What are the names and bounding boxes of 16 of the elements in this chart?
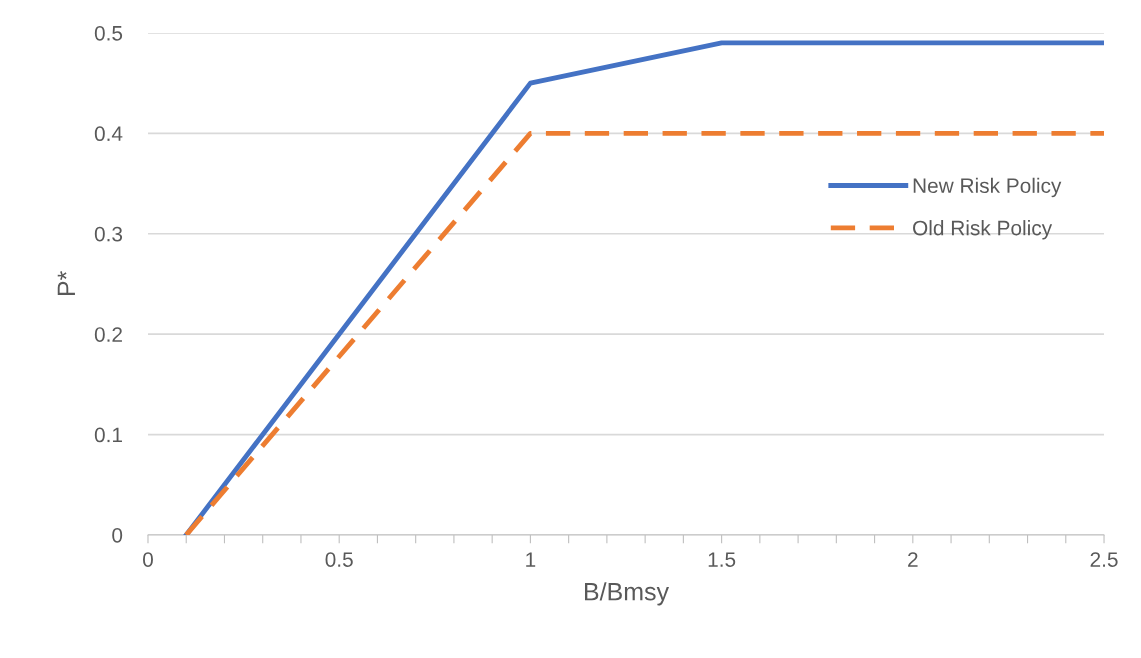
x-tick-label: 1 [526,552,536,567]
y-tick-label: 0.5 [94,25,123,41]
x-tick-label: 1.5 [708,552,736,567]
legend-label: New Risk Policy [913,177,1062,198]
y-tick-label: 0.1 [94,427,122,443]
y-tick-label: 0.3 [94,226,123,242]
x-tick-label: 0.5 [325,552,353,567]
y-tick-label: 0 [112,527,123,543]
y-tick-label: 0.4 [94,126,123,142]
legend-label: Old Risk Policy [913,220,1053,240]
y-axis-title: P* [57,271,75,296]
y-tick-label: 0.2 [94,327,122,342]
x-tick-label: 0 [143,552,153,567]
x-axis-title: B/Bmsy [585,582,670,606]
x-tick-label: 2 [908,552,918,567]
x-tick-label: 2.5 [1090,552,1118,567]
